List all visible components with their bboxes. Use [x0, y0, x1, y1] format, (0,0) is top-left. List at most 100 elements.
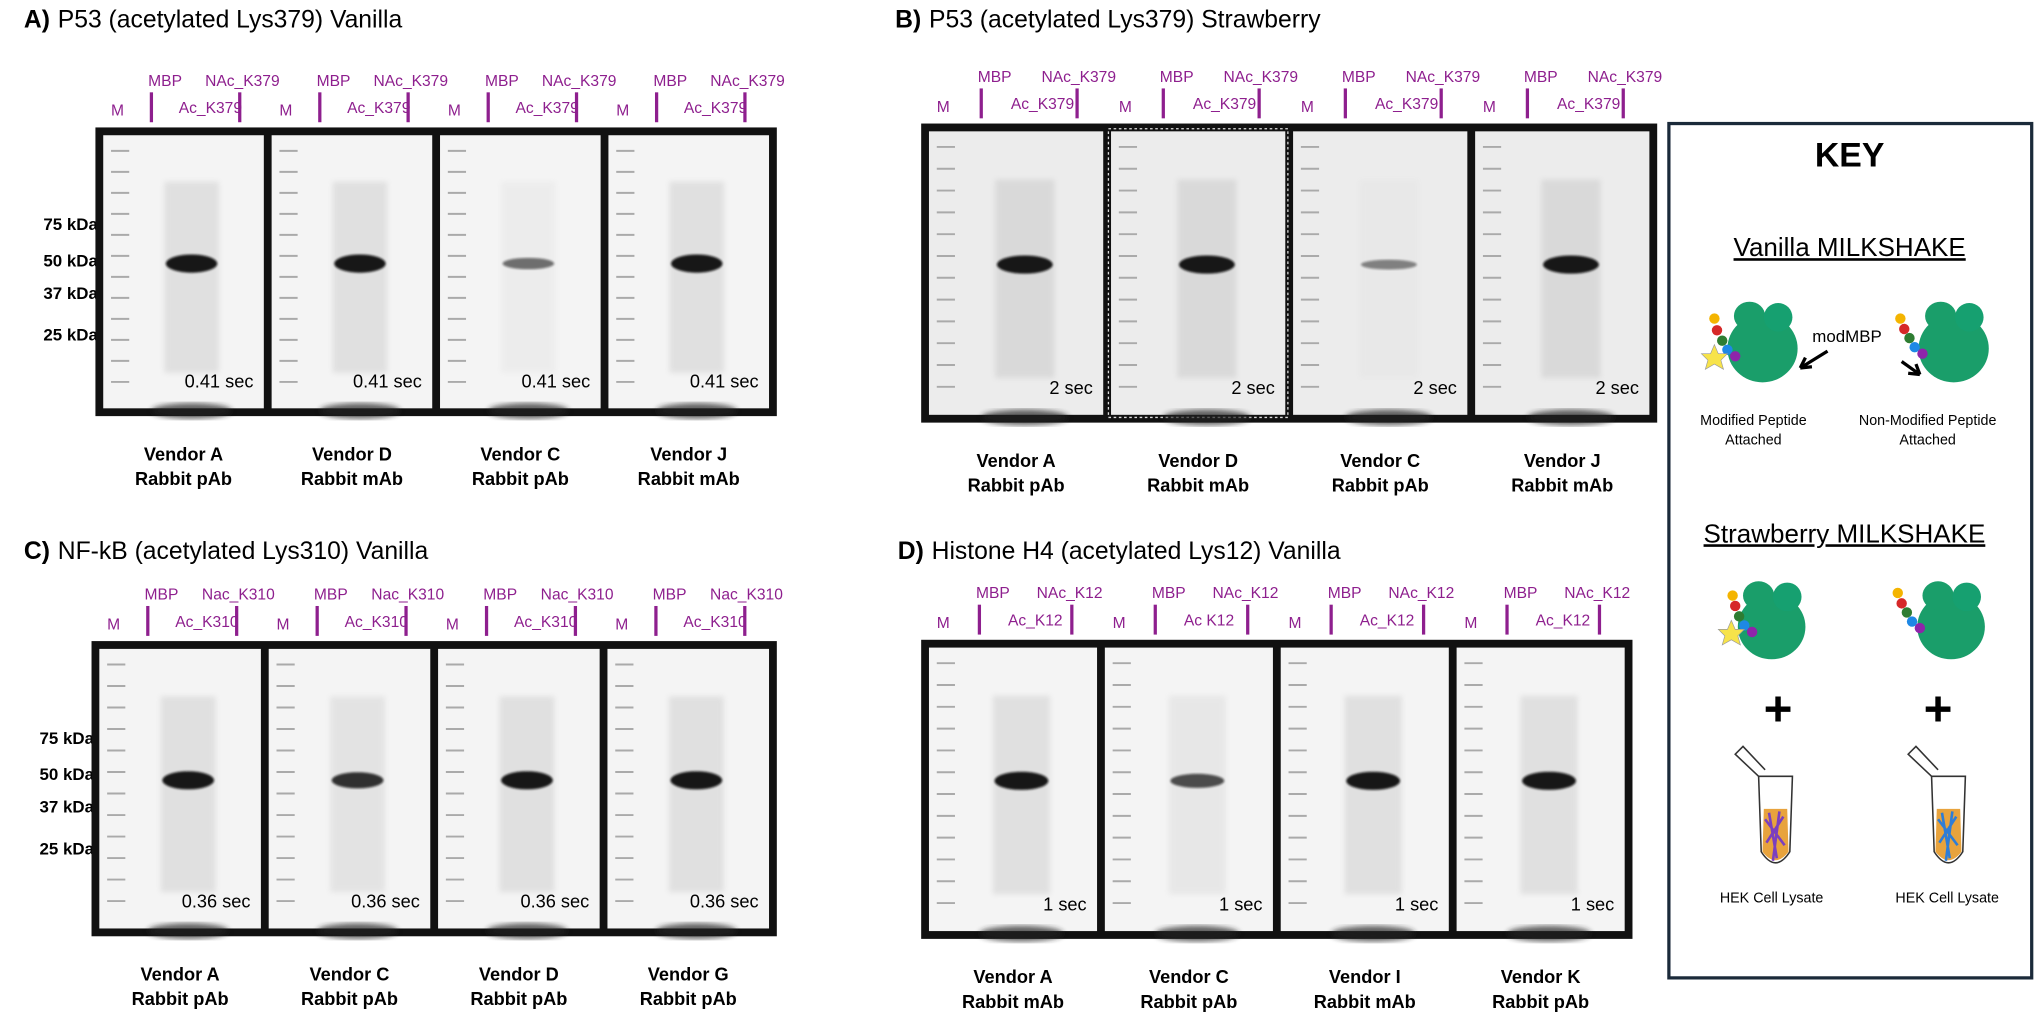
lane-label: M [107, 616, 120, 633]
smear [995, 179, 1055, 378]
size-marker: 37 kDa [40, 798, 95, 817]
antibody: Rabbit mAb [301, 469, 403, 489]
lane-label: NAc_K379 [373, 73, 448, 90]
lane-label: Ac_K12 [1008, 612, 1063, 629]
vendor: Vendor A [977, 451, 1056, 471]
blot: 0.41 sec [440, 135, 601, 419]
panel-title: D) Histone H4 (acetylated Lys12) Vanilla [898, 538, 1341, 565]
band [165, 254, 218, 273]
vendor: Vendor C [310, 964, 390, 984]
pointer-label: modMBP [1812, 327, 1881, 346]
lane-label: MBP [1342, 69, 1376, 86]
vendor: Vendor A [973, 967, 1052, 987]
vendor: Vendor A [141, 964, 220, 984]
smear [332, 181, 388, 373]
exposure-time: 2 sec [1049, 378, 1092, 398]
lane-label: M [111, 103, 124, 120]
lane-label: NAc_K379 [1406, 69, 1481, 86]
blot: 1 sec [928, 647, 1098, 942]
tube-icon [1734, 745, 1794, 864]
band [1170, 773, 1225, 788]
panel-title: A) P53 (acetylated Lys379) Vanilla [24, 6, 403, 33]
antibody: Rabbit pAb [472, 469, 569, 489]
arrow [1900, 360, 1922, 377]
antibody: Rabbit pAb [301, 989, 398, 1009]
dye-front [317, 923, 398, 939]
lane-label: MBP [1524, 69, 1558, 86]
blot: 0.36 sec [607, 648, 770, 939]
vendor: Vendor J [1524, 451, 1601, 471]
panel-label: C) [24, 538, 50, 565]
lane-label: M [1289, 615, 1302, 632]
antibody: Rabbit pAb [135, 469, 232, 489]
blot: 0.36 sec [99, 648, 261, 939]
milkshake-icon [1700, 301, 1798, 383]
vendor: Vendor G [648, 964, 729, 984]
antibody: Rabbit pAb [1140, 992, 1237, 1012]
lane-label: NAc_K379 [1041, 69, 1116, 86]
vendor: Vendor D [479, 964, 559, 984]
blot: 2 sec [928, 131, 1104, 426]
panel-title-text: Histone H4 (acetylated Lys12) Vanilla [932, 538, 1341, 565]
arrow [1798, 349, 1829, 370]
vendor: Vendor C [480, 444, 560, 464]
vendor: Vendor D [1158, 451, 1238, 471]
lane-label: NAc_K379 [1224, 69, 1299, 86]
exposure-time: 2 sec [1231, 378, 1274, 398]
lane-label: MBP [317, 73, 351, 90]
smear [501, 181, 556, 373]
exposure-time: 1 sec [1043, 894, 1086, 914]
antibody: Rabbit mAb [638, 469, 740, 489]
panel: A) P53 (acetylated Lys379) Vanilla 75 kDa 5… [24, 6, 785, 489]
size-marker: 37 kDa [43, 284, 98, 303]
panel-label: B) [895, 6, 921, 33]
blot: 2 sec [1107, 128, 1289, 426]
size-marker: 75 kDa [40, 729, 95, 748]
lane-label: NAc_K12 [1037, 585, 1103, 602]
dye-front [1331, 925, 1416, 942]
lane-label: Ac K12 [1184, 612, 1234, 629]
dye-front [979, 925, 1064, 942]
dye-front [488, 403, 569, 419]
band [670, 771, 723, 790]
exposure-time: 0.41 sec [521, 372, 590, 392]
band [502, 257, 555, 270]
lane-label: NAc_K379 [542, 73, 617, 90]
panels: A) P53 (acetylated Lys379) Vanilla 75 kDa 5… [24, 6, 1662, 1011]
lane-label: M [1483, 99, 1496, 116]
exposure-time: 0.41 sec [353, 372, 422, 392]
smear [669, 181, 725, 373]
exposure-time: 0.41 sec [185, 372, 254, 392]
blot: 0.41 sec [271, 135, 433, 419]
exposure-time: 1 sec [1571, 894, 1614, 914]
band [1361, 259, 1417, 270]
membrane [1293, 131, 1468, 415]
panel-title-text: P53 (acetylated Lys379) Strawberry [929, 6, 1321, 33]
vendor: Vendor K [1501, 967, 1581, 987]
dye-front [319, 403, 401, 419]
band [334, 254, 386, 273]
caption-line: Attached [1725, 433, 1781, 449]
milkshake-icon [1892, 581, 1985, 660]
blot: 2 sec [1475, 131, 1650, 426]
vendor: Vendor A [144, 444, 223, 464]
panel-title: B) P53 (acetylated Lys379) Strawberry [895, 6, 1321, 33]
panel: D) Histone H4 (acetylated Lys12) Vanilla 1… [898, 538, 1633, 1012]
exposure-time: 0.36 sec [351, 892, 420, 912]
smear [1177, 179, 1237, 378]
lane-label: MBP [314, 586, 348, 603]
exposure-time: 1 sec [1395, 894, 1438, 914]
smear [668, 696, 724, 893]
antibody: Rabbit pAb [640, 989, 737, 1009]
lane-label: Ac_K310 [345, 614, 409, 631]
caption: HEK Cell Lysate [1720, 890, 1824, 906]
blot: 1 sec [1280, 647, 1449, 942]
plus: + [1764, 682, 1793, 737]
dye-front [1163, 409, 1251, 426]
antibody: Rabbit pAb [470, 989, 567, 1009]
lane-label: MBP [1328, 585, 1362, 602]
lane-label: NAc_K12 [1213, 585, 1279, 602]
lane-label: Nac_K310 [541, 586, 614, 603]
blot: 2 sec [1293, 131, 1468, 426]
lane-label: M [277, 616, 290, 633]
